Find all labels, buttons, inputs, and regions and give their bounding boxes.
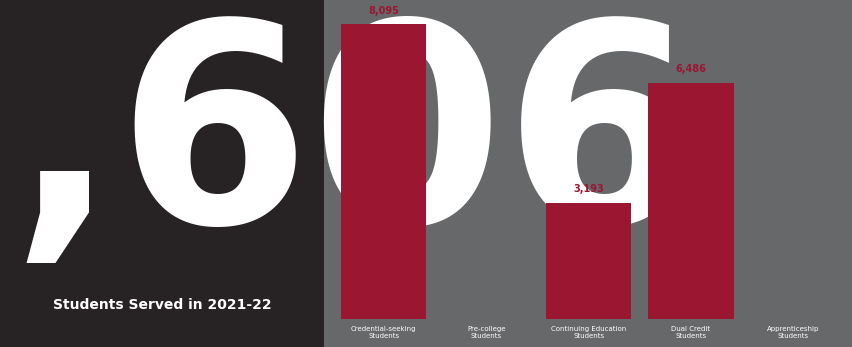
Text: Pre-college
Students: Pre-college Students (466, 326, 505, 339)
Text: Dual Credit
Students: Dual Credit Students (671, 326, 710, 339)
Text: 2,267: 2,267 (470, 218, 501, 228)
Bar (545, 203, 630, 319)
Text: 18,606: 18,606 (0, 11, 697, 281)
Bar (0, 0, 324, 347)
Bar (324, 0, 852, 347)
Text: 3,193: 3,193 (573, 184, 603, 194)
Bar (341, 24, 426, 319)
Bar (443, 237, 528, 319)
Text: Students Served in 2021-22: Students Served in 2021-22 (53, 298, 271, 312)
Text: 8,095: 8,095 (368, 6, 399, 16)
Text: 167: 167 (782, 295, 803, 304)
Text: Credential-seeking
Students: Credential-seeking Students (351, 326, 416, 339)
Text: Continuing Education
Students: Continuing Education Students (550, 326, 625, 339)
Text: Apprenticeship
Students: Apprenticeship Students (766, 326, 819, 339)
Bar (648, 83, 733, 319)
Text: 6,486: 6,486 (675, 64, 705, 74)
Bar (750, 313, 835, 319)
